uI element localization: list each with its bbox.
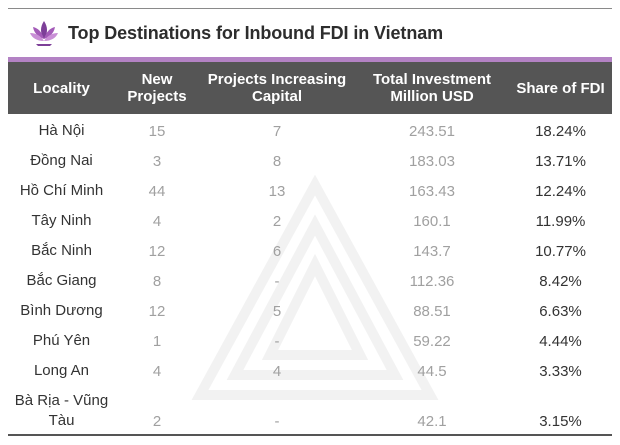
cell-projects-increasing: 2 [272, 212, 282, 230]
cell-projects-increasing: 6 [272, 242, 282, 260]
cell-share: 12.24% [535, 182, 586, 200]
cell-share: 11.99% [535, 212, 586, 230]
table-row: Bà Rịa - Vũng Tàu 2 - 42.1 3.15% [8, 386, 612, 436]
table-row: Phú Yên 1 - 59.22 4.44% [8, 326, 612, 356]
cell-share: 10.77% [535, 242, 586, 260]
cell-locality: Bắc Ninh [31, 242, 92, 259]
cell-total-investment: 44.5 [417, 362, 447, 380]
table-row: Đồng Nai 3 8 183.03 13.71% [8, 146, 612, 176]
watermark-logo [191, 175, 439, 400]
table-row: Bình Dương 12 5 88.51 6.63% [8, 296, 612, 326]
cell-total-investment: 183.03 [409, 152, 455, 170]
header-total-investment: Total Investment Million USD [372, 71, 492, 105]
table-row: Hồ Chí Minh 44 13 163.43 12.24% [8, 176, 612, 206]
cell-share: 18.24% [535, 122, 586, 140]
lotus-logo-icon [30, 21, 58, 46]
cell-locality: Long An [33, 362, 90, 379]
cell-new-projects: 4 [152, 212, 162, 230]
cell-locality: Bà Rịa - Vũng Tàu [14, 392, 109, 429]
cell-locality: Tây Ninh [31, 212, 92, 229]
cell-locality: Đồng Nai [30, 152, 93, 169]
title-row: Top Destinations for Inbound FDI in Viet… [28, 17, 443, 49]
cell-locality: Bình Dương [20, 302, 103, 319]
cell-total-investment: 42.1 [417, 413, 447, 430]
cell-new-projects: 2 [152, 413, 162, 430]
cell-share: 6.63% [539, 302, 582, 320]
cell-new-projects: 12 [148, 302, 166, 320]
cell-locality: Bắc Giang [26, 272, 97, 289]
cell-total-investment: 88.51 [413, 302, 451, 320]
cell-share: 3.33% [539, 362, 582, 380]
table-row: Hà Nội 15 7 243.51 18.24% [8, 116, 612, 146]
cell-projects-increasing: 5 [272, 302, 282, 320]
cell-projects-increasing: 8 [272, 152, 282, 170]
header-locality: Locality [33, 79, 90, 97]
cell-total-investment: 112.36 [409, 272, 455, 290]
cell-projects-increasing: - [274, 332, 280, 350]
cell-new-projects: 12 [148, 242, 166, 260]
header-projects-increasing: Projects Increasing Capital [207, 71, 347, 105]
cell-locality: Hồ Chí Minh [19, 182, 104, 199]
cell-locality: Phú Yên [32, 332, 91, 349]
cell-total-investment: 243.51 [409, 122, 455, 140]
cell-total-investment: 143.7 [413, 242, 451, 260]
table-row: Bắc Giang 8 - 112.36 8.42% [8, 266, 612, 296]
cell-projects-increasing: 13 [268, 182, 286, 200]
bottom-divider [8, 434, 612, 436]
cell-new-projects: 44 [148, 182, 166, 200]
cell-share: 13.71% [535, 152, 586, 170]
table-row: Bắc Ninh 12 6 143.7 10.77% [8, 236, 612, 266]
cell-projects-increasing: - [274, 413, 280, 430]
table-body: Hà Nội 15 7 243.51 18.24% Đồng Nai 3 8 1… [8, 116, 612, 436]
cell-new-projects: 4 [152, 362, 162, 380]
page-title: Top Destinations for Inbound FDI in Viet… [68, 22, 444, 43]
cell-new-projects: 1 [152, 332, 162, 350]
cell-new-projects: 3 [152, 152, 162, 170]
table-row: Tây Ninh 4 2 160.1 11.99% [8, 206, 612, 236]
table-row: Long An 4 4 44.5 3.33% [8, 356, 612, 386]
cell-total-investment: 160.1 [413, 212, 451, 230]
cell-total-investment: 163.43 [409, 182, 455, 200]
cell-locality: Hà Nội [38, 122, 85, 139]
header-share: Share of FDI [516, 79, 605, 97]
accent-bar [8, 57, 612, 62]
cell-share: 4.44% [539, 332, 582, 350]
cell-projects-increasing: - [274, 272, 280, 290]
cell-share: 8.42% [539, 272, 582, 290]
table-header: Locality New Projects Projects Increasin… [8, 62, 612, 114]
top-divider [8, 8, 612, 9]
cell-total-investment: 59.22 [413, 332, 451, 350]
cell-projects-increasing: 7 [272, 122, 282, 140]
header-new-projects: New Projects [127, 71, 187, 105]
cell-new-projects: 8 [152, 272, 162, 290]
cell-share: 3.15% [539, 413, 582, 430]
cell-projects-increasing: 4 [272, 362, 282, 380]
cell-new-projects: 15 [148, 122, 166, 140]
